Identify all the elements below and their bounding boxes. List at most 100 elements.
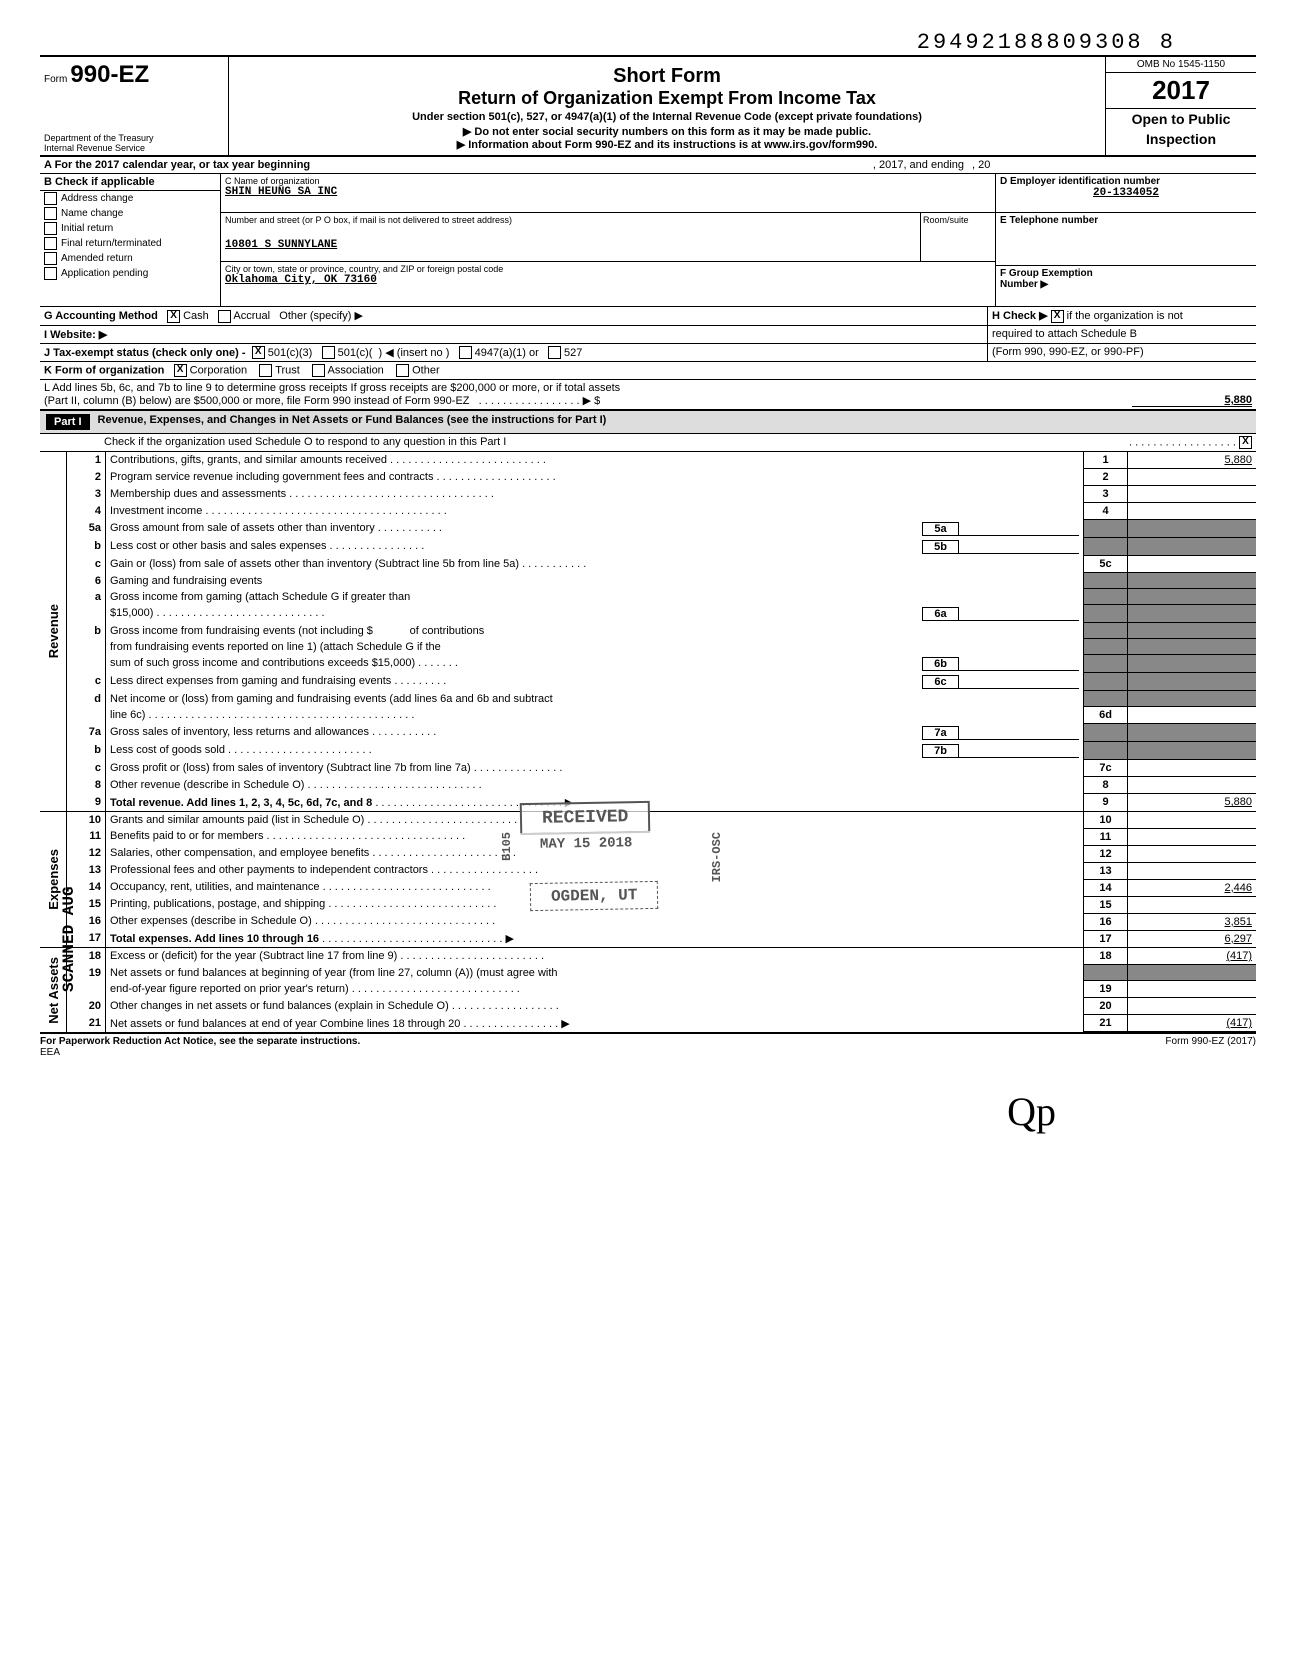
- chk-name-change[interactable]: [44, 207, 57, 220]
- signature-mark: Qp: [40, 1088, 1256, 1135]
- t6a2: $15,000): [110, 607, 153, 619]
- n20: 20: [67, 998, 106, 1015]
- b19: 19: [1084, 981, 1128, 998]
- stamp-b105: B105: [500, 832, 514, 861]
- open-public1: Open to Public: [1106, 109, 1256, 129]
- chk-final-return[interactable]: [44, 237, 57, 250]
- a9: 5,880: [1128, 794, 1257, 812]
- n13: 13: [67, 862, 106, 879]
- lbl-application: Application pending: [61, 268, 148, 279]
- line-l-text1: L Add lines 5b, 6c, and 7b to line 9 to …: [44, 382, 1252, 394]
- n5a: 5a: [67, 520, 106, 538]
- b20: 20: [1084, 998, 1128, 1015]
- b8: 8: [1084, 777, 1128, 794]
- netassets-label: Net Assets: [44, 953, 63, 1028]
- line-l-text2: (Part II, column (B) below) are $500,000…: [44, 395, 470, 407]
- t15: Printing, publications, postage, and shi…: [110, 898, 325, 910]
- chk-accrual[interactable]: [218, 310, 231, 323]
- t17: Total expenses. Add lines 10 through 16: [110, 933, 319, 945]
- t12: Salaries, other compensation, and employ…: [110, 847, 369, 859]
- line-h-text3: (Form 990, 990-EZ, or 990-PF): [987, 344, 1256, 362]
- line-a-mid: , 2017, and ending: [869, 157, 968, 173]
- line-a: A For the 2017 calendar year, or tax yea…: [40, 157, 1256, 174]
- chk-cash[interactable]: X: [167, 310, 180, 323]
- a4: [1128, 503, 1257, 520]
- chk-schedule-o[interactable]: X: [1239, 436, 1252, 449]
- t7c: Gross profit or (loss) from sales of inv…: [110, 762, 471, 774]
- n14: 14: [67, 879, 106, 896]
- section-e-label: E Telephone number: [1000, 215, 1252, 226]
- line-h-text2: required to attach Schedule B: [987, 326, 1256, 343]
- t6b2: of contributions: [410, 625, 485, 637]
- b6d: 6d: [1084, 707, 1128, 724]
- n7c: c: [67, 760, 106, 777]
- t13: Professional fees and other payments to …: [110, 864, 428, 876]
- title-short-form: Short Form: [233, 65, 1101, 88]
- lbl-501c: 501(c)(: [338, 347, 373, 359]
- a1: 5,880: [1128, 452, 1257, 469]
- n2: 2: [67, 469, 106, 486]
- chk-527[interactable]: [548, 346, 561, 359]
- line-h-text: if the organization is not: [1067, 310, 1183, 322]
- lbl-corp: Corporation: [190, 365, 247, 377]
- a21: (417): [1128, 1015, 1257, 1032]
- b18: 18: [1084, 948, 1128, 965]
- a20: [1128, 998, 1257, 1015]
- t11: Benefits paid to or for members: [110, 830, 263, 842]
- lbl-assoc: Association: [328, 365, 384, 377]
- n7b: b: [67, 742, 106, 760]
- ein-value: 20-1334052: [1000, 187, 1252, 199]
- t7a: Gross sales of inventory, less returns a…: [110, 726, 369, 738]
- addr-label: Number and street (or P O box, if mail i…: [225, 215, 916, 225]
- a8: [1128, 777, 1257, 794]
- line-h-label: H Check ▶: [992, 310, 1048, 322]
- chk-assoc[interactable]: [312, 364, 325, 377]
- n6c: c: [67, 673, 106, 691]
- chk-corp[interactable]: X: [174, 364, 187, 377]
- section-b: B Check if applicable Address change Nam…: [40, 174, 221, 306]
- stamp-date: MAY 15 2018: [520, 831, 653, 857]
- lbl-final-return: Final return/terminated: [61, 238, 162, 249]
- chk-501c3[interactable]: X: [252, 346, 265, 359]
- a6d: [1128, 707, 1257, 724]
- section-c-label: C Name of organization: [225, 176, 991, 186]
- chk-initial-return[interactable]: [44, 222, 57, 235]
- stamp-irs: IRS-OSC: [710, 832, 724, 882]
- doc-number: 29492188809308 8: [40, 30, 1256, 55]
- chk-trust[interactable]: [259, 364, 272, 377]
- t6b4: sum of such gross income and contributio…: [110, 657, 415, 669]
- b10: 10: [1084, 812, 1128, 829]
- lbl-other-method: Other (specify) ▶: [279, 310, 363, 322]
- dept-line2: Internal Revenue Service: [44, 143, 154, 153]
- instr-ssn: ▶ Do not enter social security numbers o…: [233, 125, 1101, 138]
- chk-address-change[interactable]: [44, 192, 57, 205]
- chk-other-org[interactable]: [396, 364, 409, 377]
- n6d: d: [67, 691, 106, 707]
- t9: Total revenue. Add lines 1, 2, 3, 4, 5c,…: [110, 797, 372, 809]
- t16: Other expenses (describe in Schedule O): [110, 915, 312, 927]
- mb7b: 7b: [922, 744, 959, 758]
- n3: 3: [67, 486, 106, 503]
- lbl-4947: 4947(a)(1) or: [475, 347, 539, 359]
- b7c: 7c: [1084, 760, 1128, 777]
- chk-amended[interactable]: [44, 252, 57, 265]
- lbl-trust: Trust: [275, 365, 300, 377]
- n10: 10: [67, 812, 106, 829]
- tax-year: 2017: [1106, 73, 1256, 109]
- footer-right: Form 990-EZ (2017): [1165, 1036, 1256, 1058]
- line-l-value: 5,880: [1132, 394, 1252, 407]
- open-public2: Inspection: [1106, 129, 1256, 149]
- lbl-accrual: Accrual: [233, 310, 270, 322]
- chk-4947[interactable]: [459, 346, 472, 359]
- chk-schedule-b[interactable]: X: [1051, 310, 1064, 323]
- subtitle: Under section 501(c), 527, or 4947(a)(1)…: [233, 111, 1101, 123]
- t19b: end-of-year figure reported on prior yea…: [110, 983, 349, 995]
- chk-501c[interactable]: [322, 346, 335, 359]
- expenses-label: Expenses: [44, 845, 63, 914]
- n6b: b: [67, 623, 106, 639]
- stamp-received: RECEIVED: [520, 801, 651, 835]
- mb5a: 5a: [922, 522, 959, 536]
- chk-application[interactable]: [44, 267, 57, 280]
- stamp-ogden: OGDEN, UT: [530, 881, 659, 911]
- line-a-end: , 20: [968, 157, 1256, 173]
